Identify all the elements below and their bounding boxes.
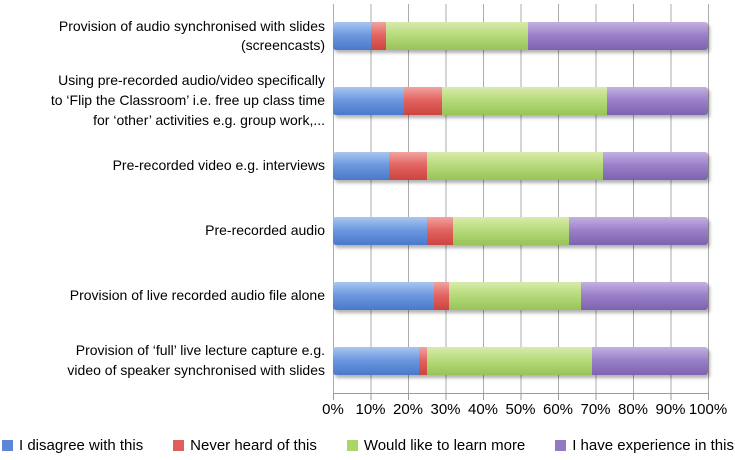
stacked-bar — [333, 152, 708, 181]
bar-segment-experience — [591, 346, 708, 375]
x-axis-tick-label: 70% — [580, 401, 611, 418]
x-axis-tick-label: 10% — [355, 401, 386, 418]
legend-item-never-heard: Never heard of this — [173, 437, 317, 454]
legend-swatch-learn-more — [346, 440, 358, 451]
bar-segment-experience — [606, 87, 708, 116]
bar-row — [333, 328, 708, 393]
legend-item-learn-more: Would like to learn more — [346, 436, 526, 454]
bar-segment-learn-more — [441, 87, 607, 116]
stacked-bar — [333, 281, 708, 310]
bar-segment-never-heard — [426, 216, 453, 245]
stacked-bar — [333, 22, 708, 51]
bar-row — [333, 134, 708, 199]
x-axis-ticks — [333, 393, 709, 400]
x-axis-tick-label: 100% — [688, 401, 728, 418]
legend-label: Never heard of this — [190, 436, 317, 454]
bar-segment-never-heard — [434, 281, 450, 310]
stacked-bar — [333, 87, 708, 116]
bar-segment-learn-more — [426, 152, 603, 181]
x-axis-tick-label: 20% — [392, 401, 424, 418]
category-label: Pre-recorded video e.g. interviews — [112, 157, 325, 174]
bar-segment-experience — [603, 152, 708, 181]
bar-segment-disagree — [333, 281, 435, 310]
x-axis-tick-label: 50% — [505, 401, 536, 418]
bar-segment-learn-more — [449, 281, 581, 310]
stacked-bar — [333, 346, 708, 375]
legend-swatch-never-heard — [173, 440, 185, 451]
legend-item-disagree: I disagree with this — [2, 437, 143, 454]
bar-row — [333, 198, 708, 263]
category-label: Using pre-recorded audio/video specifica… — [50, 72, 325, 129]
category-axis: Provision of audio synchronised with sli… — [0, 4, 326, 393]
bar-segment-disagree — [333, 22, 371, 51]
x-axis-tick-label: 80% — [617, 401, 649, 418]
bar-segment-never-heard — [389, 152, 427, 181]
bar-segment-never-heard — [370, 22, 386, 51]
category-label: Pre-recorded audio — [205, 221, 325, 238]
legend-swatch-disagree — [2, 440, 13, 451]
bar-row — [333, 4, 708, 69]
legend-item-experience: I have experience in this — [555, 437, 734, 454]
category-label: Provision of audio synchronised with sli… — [58, 17, 325, 54]
x-axis-tick-label: 90% — [655, 401, 686, 418]
plot-area — [333, 4, 709, 393]
x-axis-tick-label: 30% — [430, 401, 461, 418]
category-label: Provision of ‘full’ live lecture capture… — [67, 341, 325, 378]
bar-segment-learn-more — [426, 346, 592, 375]
bar-segment-learn-more — [385, 22, 528, 51]
legend-swatch-experience — [555, 440, 567, 451]
bar-segment-disagree — [333, 152, 390, 181]
bar-segment-disagree — [333, 87, 405, 116]
legend-label: Would like to learn more — [363, 436, 526, 454]
legend-label: I have experience in this — [572, 436, 734, 454]
bar-segment-disagree — [333, 346, 420, 375]
bar-segment-experience — [569, 216, 708, 245]
x-axis-tick-label: 60% — [542, 401, 574, 418]
legend: I disagree with this Never heard of this W… — [2, 434, 734, 456]
x-axis-tick-label: 0% — [322, 401, 344, 418]
stacked-bar — [333, 216, 708, 245]
bar-segment-never-heard — [419, 346, 427, 375]
category-label: Provision of live recorded audio file al… — [69, 286, 325, 303]
legend-label: I disagree with this — [19, 436, 144, 454]
x-axis-tick-label: 40% — [467, 401, 499, 418]
bar-segment-experience — [528, 22, 708, 51]
bar-segment-disagree — [333, 216, 427, 245]
bar-segment-learn-more — [453, 216, 570, 245]
bar-row — [333, 69, 708, 134]
x-axis-labels: 0% 10% 20% 30% 40% 50% 60% 70% 80% 90% 100% — [322, 401, 727, 421]
bar-row — [333, 263, 708, 328]
bar-segment-experience — [580, 281, 708, 310]
bar-segment-never-heard — [404, 87, 442, 116]
